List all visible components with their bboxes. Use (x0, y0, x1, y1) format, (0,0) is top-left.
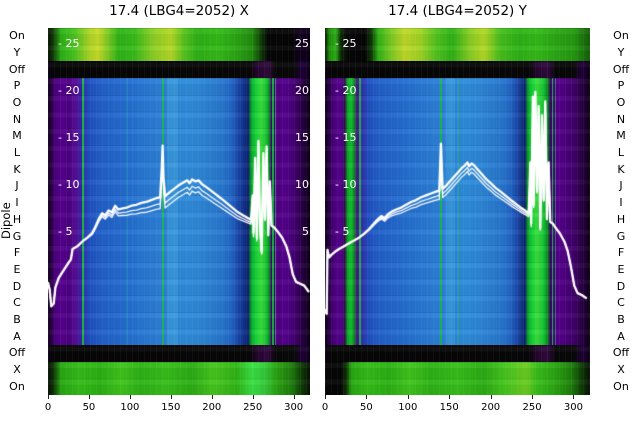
x-tick-mark (490, 395, 492, 399)
row-label: Off (612, 62, 630, 76)
x-tick-label: 250 (243, 402, 263, 413)
row-label: X (13, 362, 21, 376)
row-label: X (617, 362, 625, 376)
row-label: F (13, 246, 21, 260)
row-label: E (617, 262, 625, 276)
x-tick-label: 150 (161, 402, 181, 413)
x-tick-mark (325, 395, 326, 399)
row-label: L (13, 146, 21, 160)
inner-ytick-label: - 15 (335, 131, 357, 144)
x-tick-label: 300 (563, 402, 583, 413)
x-tick-mark (449, 395, 451, 399)
inner-ytick-label: 10 (295, 178, 309, 191)
row-label: D (12, 279, 22, 293)
row-label: O (12, 96, 22, 110)
row-label: D (616, 279, 626, 293)
x-tick-label: 50 (82, 402, 96, 413)
row-label: M (616, 129, 626, 143)
row-label: O (616, 96, 626, 110)
row-label: L (617, 146, 625, 160)
dipole-row-labels-right: On Y Off P O N M L K J I H G F E D C B A Off X On (605, 0, 637, 440)
x-tick-mark (407, 395, 409, 399)
x-tick-label: 0 (44, 402, 52, 413)
x-tick-mark (252, 395, 254, 399)
row-label: Off (612, 346, 630, 360)
x-tick-label: 150 (439, 402, 459, 413)
row-label: On (613, 379, 629, 393)
x-tick-label: 100 (398, 402, 418, 413)
inner-ytick-label: - 25 (58, 37, 80, 50)
row-label: Off (8, 346, 26, 360)
row-label: N (616, 112, 626, 126)
x-tick-label: 0 (321, 402, 329, 413)
row-label: J (619, 179, 623, 193)
x-tick-label: 100 (120, 402, 140, 413)
row-label: H (616, 212, 626, 226)
inner-ytick-label: - 5 (58, 225, 73, 238)
row-label: A (13, 329, 21, 343)
row-label: I (15, 196, 19, 210)
inner-ytick-label: - 20 (335, 84, 357, 97)
inner-ytick-label: 5 (302, 225, 309, 238)
x-tick-mark (88, 395, 90, 399)
inner-ytick-label: - 20 (58, 84, 80, 97)
row-label: F (617, 246, 625, 260)
heatmap-panel-x: - 25 25 - 20 20 - 15 15 - 10 10 - 5 5 (48, 28, 310, 395)
x-tick-label: 200 (202, 402, 222, 413)
x-tick-label: 200 (481, 402, 501, 413)
row-label: I (619, 196, 623, 210)
row-label: J (15, 179, 19, 193)
row-label: On (9, 379, 25, 393)
x-tick-label: 300 (284, 402, 304, 413)
inner-ytick-label: - 10 (335, 178, 357, 191)
inner-ytick-label: - 25 (335, 37, 357, 50)
row-label: G (616, 229, 626, 243)
panel-title-x: 17.4 (LBG4=2052) X (109, 3, 249, 19)
row-label: P (617, 79, 625, 93)
row-label: H (12, 212, 22, 226)
row-label: On (613, 29, 629, 43)
panel-title-y: 17.4 (LBG4=2052) Y (388, 3, 527, 19)
x-tick-mark (293, 395, 295, 399)
row-label: M (12, 129, 22, 143)
inner-ytick-label: 15 (295, 131, 309, 144)
x-tick-mark (170, 395, 172, 399)
row-label: Y (617, 46, 625, 60)
row-label: B (13, 312, 21, 326)
x-tick-mark (211, 395, 213, 399)
inner-ytick-label: 20 (295, 84, 309, 97)
row-label: P (13, 79, 21, 93)
x-tick-label: 50 (360, 402, 373, 413)
dipole-row-labels-left: On Y Off P O N M L K J I H G F E D C B A Off X On (1, 0, 33, 440)
row-label: C (617, 296, 625, 310)
inner-ytick-label: - 5 (335, 225, 350, 238)
row-label: G (12, 229, 22, 243)
response-curve-canvas (48, 28, 310, 395)
response-curve-canvas (325, 28, 590, 395)
x-tick-label: 250 (522, 402, 542, 413)
inner-ytick-label: - 15 (58, 131, 80, 144)
row-label: E (13, 262, 21, 276)
row-label: Y (13, 46, 21, 60)
row-label: Off (8, 62, 26, 76)
row-label: N (12, 112, 22, 126)
row-label: On (9, 29, 25, 43)
row-label: K (617, 162, 625, 176)
row-label: K (13, 162, 21, 176)
x-tick-mark (573, 395, 575, 399)
row-label: A (617, 329, 625, 343)
heatmap-panel-y: - 25 - 20 - 15 - 10 - 5 (325, 28, 590, 395)
inner-ytick-label: - 10 (58, 178, 80, 191)
x-tick-mark (532, 395, 534, 399)
x-tick-mark (366, 395, 368, 399)
row-label: B (617, 312, 625, 326)
inner-ytick-label: 25 (295, 37, 309, 50)
x-tick-mark (129, 395, 131, 399)
row-label: C (13, 296, 21, 310)
x-tick-mark (48, 395, 49, 399)
